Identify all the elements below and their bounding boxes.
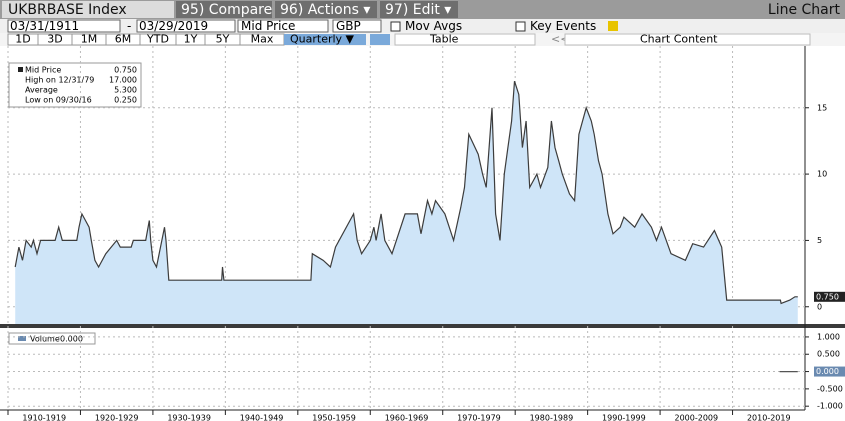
currency-select[interactable] — [332, 19, 382, 33]
legend-swatch — [18, 67, 23, 72]
x-tick-label: 2010-2019 — [747, 414, 791, 421]
start-date-field[interactable] — [7, 19, 121, 33]
compare-button[interactable] — [176, 1, 272, 18]
volume-legend-value: 0.000 — [60, 335, 83, 344]
x-tick-label: 1990-1999 — [602, 414, 646, 421]
edit-button[interactable] — [380, 1, 458, 18]
last-value-tag — [814, 291, 845, 302]
last-value-tag — [814, 366, 845, 377]
info-icon[interactable] — [608, 21, 618, 31]
range-label: YTD — [146, 33, 169, 46]
mov-avgs-checkbox[interactable] — [390, 21, 401, 32]
ticker: UKBRBASE Index — [8, 2, 127, 18]
y-tick-label: 0.500 — [817, 350, 840, 359]
key-events: Key Events — [530, 19, 596, 33]
legend-label: Average — [25, 86, 58, 95]
currency: GBP — [336, 19, 361, 33]
legend-label: Low on 09/30/16 — [25, 96, 92, 105]
field: Mid Price — [241, 19, 295, 33]
actions-button[interactable] — [275, 1, 377, 18]
edit-label: 97) Edit ▾ — [385, 2, 451, 18]
view-title: Line Chart — [768, 2, 841, 18]
range-label: 5Y — [216, 33, 230, 46]
x-tick-label: 1960-1969 — [385, 414, 429, 421]
x-tick-label: 1980-1989 — [530, 414, 574, 421]
mov-avgs: Mov Avgs — [405, 19, 462, 33]
x-tick-label: 1930-1939 — [167, 414, 211, 421]
range-label: 6M — [115, 33, 132, 46]
range-label: 1Y — [184, 33, 198, 46]
range-label: 1D — [15, 33, 30, 46]
last-value-label: 0.750 — [816, 292, 839, 301]
period-arrow[interactable] — [370, 34, 390, 45]
end-date-field[interactable] — [136, 19, 236, 33]
legend: Mid Price 0.750 High on 12/31/79 17.000 Aver… — [18, 66, 137, 105]
period: Quarterly ▼ — [290, 33, 355, 46]
legend-label: Mid Price — [25, 66, 61, 75]
table-tab[interactable] — [394, 33, 536, 46]
compare-label: 95) Compare — [181, 2, 272, 18]
x-tick-label: 1910-1919 — [22, 414, 66, 421]
end-date: 03/29/2019 — [139, 19, 208, 33]
y-tick-label: 0 — [817, 302, 822, 311]
actions-label: 96) Actions ▾ — [280, 2, 370, 18]
y-tick-label: -1.000 — [817, 402, 843, 411]
area-fill — [15, 81, 798, 324]
chart-content: Chart Content — [640, 33, 718, 46]
y-tick-label: 15 — [817, 103, 827, 112]
legend-value: 17.000 — [109, 76, 137, 85]
volume-legend-label: Volume — [30, 335, 60, 344]
chart-content-tab[interactable] — [564, 33, 811, 46]
range-label: Max — [251, 33, 274, 46]
field-select[interactable] — [237, 19, 329, 33]
range-label: 3D — [47, 33, 62, 46]
price-line — [14, 81, 798, 305]
x-tick-label: 1950-1959 — [312, 414, 356, 421]
table: Table — [429, 33, 459, 46]
last-value-label: 0.000 — [816, 367, 839, 376]
pane-separator — [0, 324, 845, 328]
x-tick-label: 2000-2009 — [675, 414, 719, 421]
key-events-checkbox[interactable] — [515, 21, 526, 32]
y-tick-label: 10 — [817, 170, 827, 179]
x-tick-label: 1970-1979 — [457, 414, 501, 421]
legend-box — [8, 62, 142, 108]
date-separator: - — [127, 19, 131, 33]
y-tick-label: 1.000 — [817, 332, 840, 341]
start-date: 03/31/1911 — [10, 19, 79, 33]
x-tick-label: 1920-1929 — [95, 414, 139, 421]
y-tick-label: 5 — [817, 236, 822, 245]
legend-label: High on 12/31/79 — [25, 76, 94, 85]
legend-value: 5.300 — [114, 86, 137, 95]
y-tick-label: -0.500 — [817, 384, 843, 393]
x-tick-label: 1940-1949 — [240, 414, 284, 421]
period-select[interactable] — [284, 34, 366, 45]
legend-value: 0.750 — [114, 66, 137, 75]
range-label: 1M — [81, 33, 98, 46]
legend-value: 0.250 — [114, 96, 137, 105]
volume-legend-box — [8, 332, 96, 345]
range-buttons: 1D 3D 1M 6M YTD 1Y 5Y Max — [7, 33, 285, 46]
volume-legend-swatch — [18, 336, 26, 341]
ticker-box[interactable] — [2, 1, 174, 18]
